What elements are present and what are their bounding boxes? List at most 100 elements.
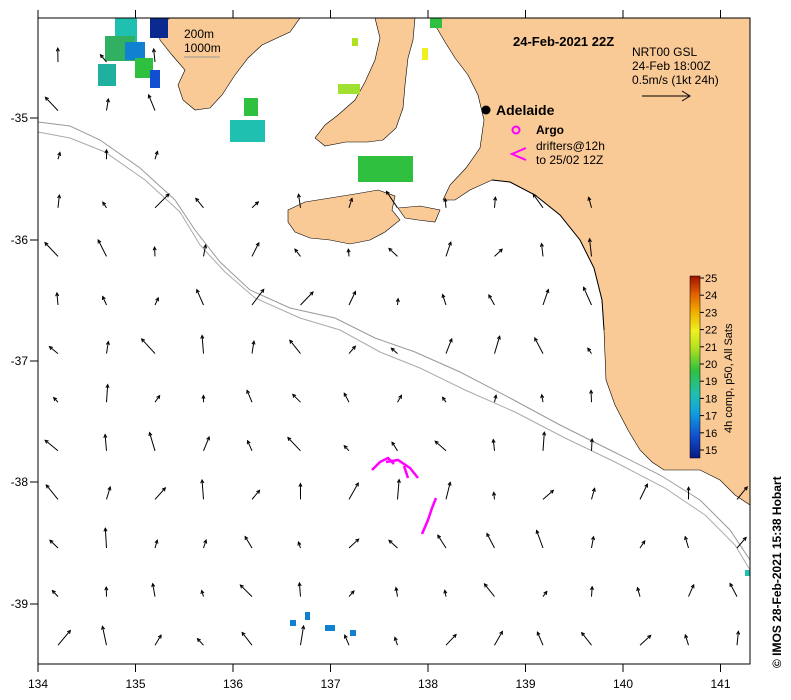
current-arrow bbox=[736, 536, 747, 549]
current-arrow bbox=[539, 685, 543, 693]
current-arrow bbox=[639, 483, 648, 500]
lon-tick-label: 137 bbox=[320, 677, 340, 691]
current-arrow bbox=[396, 478, 401, 500]
current-arrow bbox=[44, 439, 59, 452]
current-arrow bbox=[535, 529, 544, 549]
current-arrow bbox=[105, 97, 110, 111]
current-arrow bbox=[200, 334, 205, 354]
current-arrow bbox=[246, 389, 253, 403]
current-arrow bbox=[589, 437, 594, 451]
plot-frame bbox=[37, 17, 751, 665]
colorbar-tick-label: 23 bbox=[705, 307, 717, 319]
current-arrow bbox=[241, 631, 253, 646]
current-arrow bbox=[196, 637, 204, 646]
legend-drifters-1: drifters@12h bbox=[536, 139, 605, 153]
lat-tick-label: -35 bbox=[11, 111, 29, 125]
scale-arrow bbox=[642, 90, 691, 102]
current-arrow bbox=[348, 197, 354, 208]
lat-tick-label: -36 bbox=[11, 233, 29, 247]
current-arrow bbox=[388, 247, 398, 257]
current-arrow bbox=[591, 487, 596, 500]
current-arrow bbox=[154, 634, 162, 646]
current-arrow bbox=[397, 394, 403, 403]
current-arrow bbox=[437, 534, 447, 549]
current-arrow bbox=[154, 296, 159, 306]
current-arrow bbox=[251, 340, 256, 354]
current-arrow bbox=[729, 582, 738, 597]
current-arrow bbox=[443, 589, 448, 597]
current-arrow bbox=[105, 383, 110, 403]
current-arrow bbox=[636, 586, 641, 597]
current-arrow bbox=[204, 683, 207, 694]
current-arrow bbox=[494, 335, 501, 354]
current-arrow bbox=[99, 53, 107, 63]
current-arrow bbox=[686, 486, 691, 500]
lat-tick-label: -39 bbox=[11, 597, 29, 611]
current-arrow bbox=[203, 435, 210, 451]
adelaide-marker bbox=[481, 105, 491, 115]
current-arrow bbox=[104, 585, 109, 597]
current-arrow bbox=[57, 629, 72, 646]
current-arrow bbox=[587, 196, 592, 208]
current-arrow bbox=[542, 489, 555, 500]
current-arrow bbox=[297, 581, 302, 597]
current-arrow bbox=[247, 688, 252, 694]
current-arrow bbox=[589, 585, 594, 597]
current-arrow bbox=[297, 541, 302, 549]
current-arrow bbox=[491, 438, 496, 451]
current-arrow bbox=[51, 589, 59, 597]
current-arrow bbox=[343, 634, 350, 646]
product-line-2: 24-Feb 18:00Z bbox=[632, 59, 711, 73]
current-arrow bbox=[200, 478, 205, 500]
colorbar-ticks: 25 24 23 22 21 20 19 18 17 16 15 bbox=[700, 273, 717, 457]
current-arrow bbox=[291, 393, 301, 403]
current-arrow bbox=[736, 630, 741, 646]
current-arrow bbox=[147, 93, 156, 111]
current-arrow bbox=[587, 237, 592, 257]
colorbar bbox=[689, 275, 701, 459]
current-arrow bbox=[542, 590, 548, 597]
colorbar-tick-label: 17 bbox=[705, 411, 717, 423]
current-arrow bbox=[388, 539, 398, 549]
current-arrow bbox=[289, 339, 301, 354]
current-arrow bbox=[684, 535, 689, 549]
lon-tick-label: 139 bbox=[515, 677, 535, 691]
current-arrow bbox=[52, 396, 59, 403]
current-arrow bbox=[102, 295, 107, 306]
current-arrow bbox=[57, 193, 62, 208]
current-arrow bbox=[689, 681, 697, 693]
current-arrow bbox=[582, 286, 592, 306]
lat-tick-label: -37 bbox=[11, 354, 29, 368]
current-arrow bbox=[492, 491, 497, 500]
current-arrow bbox=[151, 582, 156, 597]
current-arrow bbox=[493, 196, 498, 208]
current-arrow bbox=[493, 394, 498, 403]
current-arrow bbox=[348, 538, 360, 549]
current-arrow bbox=[542, 288, 550, 306]
colorbar-title: 4h comp, p50, All Sats bbox=[723, 323, 735, 433]
legend-argo: Argo bbox=[536, 123, 564, 137]
current-arrow bbox=[348, 290, 357, 306]
current-arrow bbox=[287, 436, 301, 452]
product-line-3: 0.5m/s (1kt 24h) bbox=[632, 73, 719, 87]
sst-patches bbox=[98, 18, 750, 636]
current-arrow bbox=[97, 239, 107, 257]
current-arrow bbox=[106, 485, 112, 500]
current-arrow bbox=[445, 337, 453, 354]
current-arrow bbox=[390, 347, 398, 354]
current-arrow bbox=[639, 540, 646, 549]
current-arrow bbox=[639, 634, 652, 646]
current-arrow bbox=[298, 482, 303, 500]
current-arrow bbox=[587, 347, 592, 354]
current-arrow bbox=[239, 584, 253, 597]
current-arrow bbox=[445, 241, 452, 257]
current-arrow bbox=[251, 489, 261, 500]
current-arrow bbox=[385, 190, 398, 209]
lat-tick-label: -38 bbox=[11, 475, 29, 489]
depth-label-200: 200m bbox=[184, 27, 214, 41]
argo-legend-icon bbox=[511, 125, 521, 135]
lon-tick-label: 141 bbox=[710, 677, 730, 691]
current-arrow bbox=[203, 539, 208, 549]
current-arrow bbox=[103, 527, 108, 549]
depth-label-1000: 1000m bbox=[184, 41, 221, 55]
